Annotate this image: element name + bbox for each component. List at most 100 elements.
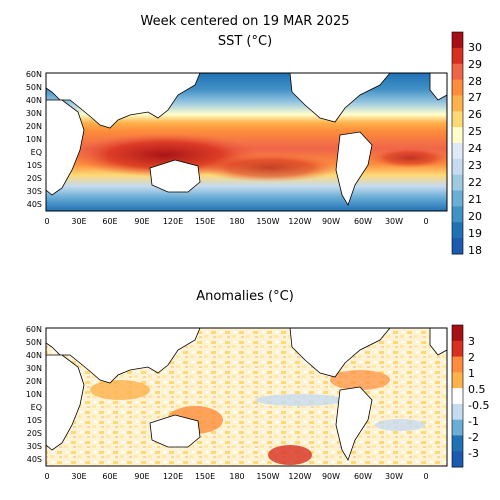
sst-map	[46, 73, 447, 211]
sst-colorbar-block	[452, 190, 463, 207]
sst-colorbar-label: 26	[468, 108, 482, 121]
anomaly-colorbar: 3 2 1 0.5 -0.5 -1 -2 -3	[451, 324, 489, 468]
anomaly-colorbar-block-frame	[451, 324, 464, 468]
anomaly-lat-tick: 20S	[27, 429, 42, 438]
sst-colorbar-label: 24	[468, 142, 482, 155]
sst-colorbar-block	[452, 79, 463, 96]
anomaly-cool-patch	[255, 394, 345, 406]
anomaly-colorbar-block	[452, 340, 463, 358]
anomaly-lon-tick: 90E	[134, 472, 149, 481]
anomaly-lon-tick: 180	[229, 472, 244, 481]
anomaly-warm-patch	[90, 380, 150, 400]
sst-lat-tick: EQ	[31, 148, 42, 157]
australia-shape	[149, 414, 201, 448]
sst-lat-tick: 60N	[26, 70, 42, 79]
sst-colorbar-label: 21	[468, 193, 482, 206]
europe-west-shape	[429, 73, 447, 101]
anomaly-colorbar-block	[452, 419, 463, 436]
sst-land	[46, 73, 447, 206]
sst-lat-axis: 60N 50N 40N 30N 20N 10N EQ 10S 20S 30S 4…	[26, 70, 42, 209]
anomaly-colorbar-labels: 3 2 1 0.5 -0.5 -1 -2 -3	[468, 335, 489, 460]
anomaly-lat-tick: 40N	[26, 351, 42, 360]
anomaly-lat-tick: 60N	[26, 325, 42, 334]
anomaly-lon-tick: 150W	[256, 472, 279, 481]
sst-colorbar-block	[452, 95, 463, 112]
sst-colorbar-block	[452, 206, 463, 223]
anomaly-colorbar-label: 1	[468, 367, 475, 380]
sst-lat-tick: 30N	[26, 109, 42, 118]
anomaly-lon-tick: 30W	[385, 472, 403, 481]
sst-colorbar-block	[452, 47, 463, 65]
anomaly-colorbar-label: -1	[468, 415, 479, 428]
sst-lon-tick: 90W	[322, 217, 340, 226]
sst-lat-tick: 20N	[26, 122, 42, 131]
anomaly-lon-tick: 0	[423, 472, 428, 481]
sst-colorbar-block	[452, 32, 463, 49]
sst-lon-tick: 60E	[102, 217, 117, 226]
sst-lon-tick: 120W	[288, 217, 311, 226]
anomaly-lon-tick: 0	[44, 472, 49, 481]
sst-lat-tick: 30S	[27, 187, 42, 196]
australia-shape	[149, 159, 201, 193]
anomaly-map-frame	[45, 327, 448, 467]
sst-colorbar-block	[452, 63, 463, 81]
anomaly-colorbar-label: -3	[468, 447, 479, 460]
anomaly-lat-tick: 30N	[26, 364, 42, 373]
anomaly-lat-tick: 40S	[27, 455, 42, 464]
north-america-shape	[289, 328, 391, 378]
africa-shape	[46, 99, 85, 196]
sst-colorbar-block	[452, 238, 463, 255]
anomaly-colorbar-label: 0.5	[468, 383, 486, 396]
sst-colorbar-label: 30	[468, 41, 482, 54]
sst-lon-tick: 180	[229, 217, 244, 226]
anomaly-colorbar-block	[452, 372, 463, 389]
sst-lon-tick: 0	[44, 217, 49, 226]
anomaly-colorbar-block	[452, 388, 463, 405]
anomaly-lon-tick: 90W	[322, 472, 340, 481]
sst-colorbar-block	[452, 127, 463, 144]
sst-lat-tick: 10S	[27, 161, 42, 170]
anomaly-lon-tick: 60W	[354, 472, 372, 481]
anomaly-land	[46, 328, 447, 461]
sst-colorbar-label: 25	[468, 125, 482, 138]
anomaly-lon-axis: 0 30E 60E 90E 120E 150E 180 150W 120W 90…	[44, 472, 428, 481]
sst-colorbar-block	[452, 222, 463, 239]
sst-colorbar-block	[452, 143, 463, 160]
sst-colorbar: 30 29 28 27 26 25 24 23 22 21 20 19 18	[451, 31, 482, 257]
anomaly-colorbar-block	[452, 325, 463, 342]
sst-colorbar-label: 23	[468, 159, 482, 172]
sst-lat-tick: 20S	[27, 174, 42, 183]
anomaly-lat-tick: 30S	[27, 442, 42, 451]
sst-lon-tick: 30W	[385, 217, 403, 226]
anomaly-lon-tick: 120W	[288, 472, 311, 481]
anomaly-colorbar-label: -2	[468, 431, 479, 444]
sst-colorbar-block	[452, 174, 463, 192]
anomaly-warm-patch	[330, 370, 390, 390]
anomaly-lat-tick: EQ	[31, 403, 42, 412]
sst-lon-tick: 30E	[71, 217, 86, 226]
sst-panel-title: SST (°C)	[218, 34, 272, 49]
anomaly-cool-patch	[375, 419, 425, 431]
south-america-shape	[335, 386, 373, 461]
anomaly-colorbar-block	[452, 403, 463, 421]
figure-title: Week centered on 19 MAR 2025	[140, 14, 349, 29]
anomaly-lat-tick: 20N	[26, 377, 42, 386]
sst-colorbar-label: 19	[468, 227, 482, 240]
anomaly-map	[46, 328, 447, 466]
atlantic-warm-band	[370, 148, 447, 168]
sst-lon-tick: 150W	[256, 217, 279, 226]
sst-colorbar-label: 20	[468, 210, 482, 223]
sst-lat-tick: 40S	[27, 200, 42, 209]
sst-colorbar-label: 29	[468, 58, 482, 71]
anomaly-colorbar-block	[452, 356, 463, 373]
anomaly-colorbar-block	[452, 451, 463, 468]
anomaly-lon-tick: 120E	[163, 472, 183, 481]
sst-lon-tick: 60W	[354, 217, 372, 226]
sst-colorbar-label: 18	[468, 244, 482, 257]
anomaly-lon-tick: 150E	[195, 472, 215, 481]
anomaly-panel-title: Anomalies (°C)	[196, 289, 294, 304]
eurasia-shape	[46, 328, 201, 384]
anomaly-lat-tick: 50N	[26, 338, 42, 347]
